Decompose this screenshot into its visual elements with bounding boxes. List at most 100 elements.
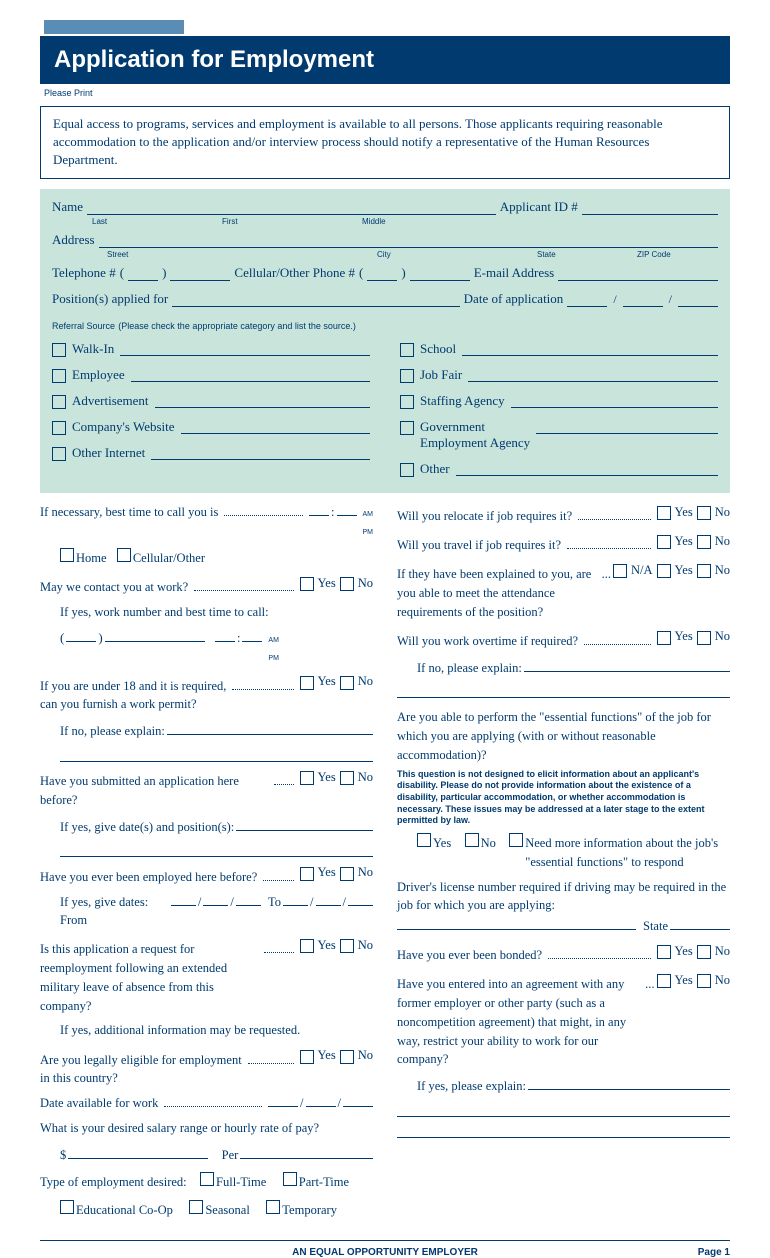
nc-explain3[interactable]: [397, 1123, 730, 1138]
school-checkbox[interactable]: [400, 343, 414, 357]
emp-yes[interactable]: [300, 867, 314, 881]
appbefore-yes[interactable]: [300, 771, 314, 785]
ft-checkbox[interactable]: [200, 1172, 214, 1186]
salary-field[interactable]: [68, 1144, 208, 1159]
name-field[interactable]: [87, 200, 496, 215]
advertisement-checkbox[interactable]: [52, 395, 66, 409]
address-field[interactable]: [99, 233, 718, 248]
no-explain-field2[interactable]: [60, 747, 373, 762]
gov-checkbox[interactable]: [400, 421, 414, 435]
best-time-h[interactable]: [309, 503, 329, 516]
to-m[interactable]: [283, 893, 308, 906]
gov-field[interactable]: [536, 419, 718, 434]
emp-no[interactable]: [340, 867, 354, 881]
from-y[interactable]: [236, 893, 261, 906]
eligible-no[interactable]: [340, 1050, 354, 1064]
internet-field[interactable]: [151, 445, 370, 460]
ess-info[interactable]: [509, 833, 523, 847]
jobfair-checkbox[interactable]: [400, 369, 414, 383]
no-explain-field[interactable]: [167, 720, 373, 735]
date-m[interactable]: [567, 292, 607, 307]
ot-yes[interactable]: [657, 631, 671, 645]
seasonal-checkbox[interactable]: [189, 1200, 203, 1214]
employee-field[interactable]: [131, 367, 370, 382]
reemp-yes[interactable]: [300, 939, 314, 953]
relocate-yes[interactable]: [657, 506, 671, 520]
date-d[interactable]: [623, 292, 663, 307]
permit-yes[interactable]: [300, 676, 314, 690]
from-d[interactable]: [203, 893, 228, 906]
appbefore-no[interactable]: [340, 771, 354, 785]
staffing-checkbox[interactable]: [400, 395, 414, 409]
website-checkbox[interactable]: [52, 421, 66, 435]
applicant-id-field[interactable]: [582, 200, 718, 215]
ot-explain2[interactable]: [397, 683, 730, 698]
ess-yes[interactable]: [417, 833, 431, 847]
travel-yes[interactable]: [657, 535, 671, 549]
bonded-yes[interactable]: [657, 945, 671, 959]
per-field[interactable]: [240, 1144, 373, 1159]
att-na[interactable]: [613, 564, 627, 578]
home-checkbox[interactable]: [60, 548, 74, 562]
walkin-field[interactable]: [120, 341, 370, 356]
positions-field[interactable]: [172, 292, 459, 307]
cell-field[interactable]: [410, 266, 470, 281]
tel-area-field[interactable]: [128, 266, 158, 281]
cell-checkbox[interactable]: [117, 548, 131, 562]
eligible-yes[interactable]: [300, 1050, 314, 1064]
nc-yes[interactable]: [657, 974, 671, 988]
date-y[interactable]: [678, 292, 718, 307]
avail-y[interactable]: [343, 1094, 373, 1107]
work-area[interactable]: [66, 629, 96, 642]
nc-explain[interactable]: [528, 1075, 730, 1090]
att-yes[interactable]: [657, 564, 671, 578]
pt-checkbox[interactable]: [283, 1172, 297, 1186]
to-d[interactable]: [316, 893, 341, 906]
travel-no[interactable]: [697, 535, 711, 549]
internet-checkbox[interactable]: [52, 447, 66, 461]
coop-checkbox[interactable]: [60, 1200, 74, 1214]
from-m[interactable]: [171, 893, 196, 906]
rno7: No: [715, 971, 730, 990]
other-checkbox[interactable]: [400, 463, 414, 477]
nc-explain2[interactable]: [397, 1102, 730, 1117]
school-field[interactable]: [462, 341, 718, 356]
att-no[interactable]: [697, 564, 711, 578]
best-time-m[interactable]: [337, 503, 357, 516]
temp-checkbox[interactable]: [266, 1200, 280, 1214]
ryes4: Yes: [675, 627, 693, 646]
contact-yes[interactable]: [300, 577, 314, 591]
jobfair-field[interactable]: [468, 367, 718, 382]
staffing-field[interactable]: [511, 393, 718, 408]
cell-area-field[interactable]: [367, 266, 397, 281]
avail-d[interactable]: [306, 1094, 336, 1107]
advertisement-field[interactable]: [155, 393, 370, 408]
to-y[interactable]: [348, 893, 373, 906]
walkin-checkbox[interactable]: [52, 343, 66, 357]
app-before-label: Have you submitted an application here b…: [40, 772, 268, 810]
ot-no[interactable]: [697, 631, 711, 645]
website-field[interactable]: [181, 419, 370, 434]
ess-no[interactable]: [465, 833, 479, 847]
employee-checkbox[interactable]: [52, 369, 66, 383]
email-field[interactable]: [558, 266, 718, 281]
work-h[interactable]: [215, 629, 235, 642]
state-sublabel: State: [537, 250, 637, 259]
contact-no[interactable]: [340, 577, 354, 591]
dates-field2[interactable]: [60, 842, 373, 857]
bonded-no[interactable]: [697, 945, 711, 959]
work-m[interactable]: [242, 629, 262, 642]
work-num[interactable]: [105, 629, 205, 642]
license-state-field[interactable]: [670, 915, 730, 930]
tel-field[interactable]: [170, 266, 230, 281]
permit-no[interactable]: [340, 676, 354, 690]
other-field[interactable]: [456, 461, 718, 476]
license-field[interactable]: [397, 915, 636, 930]
avail-m[interactable]: [268, 1094, 298, 1107]
ot-explain[interactable]: [524, 657, 730, 672]
reemp-no[interactable]: [340, 939, 354, 953]
nc-no[interactable]: [697, 974, 711, 988]
relocate-no[interactable]: [697, 506, 711, 520]
dates-field[interactable]: [236, 816, 373, 831]
ot-no-explain-label: If no, please explain:: [417, 659, 522, 678]
